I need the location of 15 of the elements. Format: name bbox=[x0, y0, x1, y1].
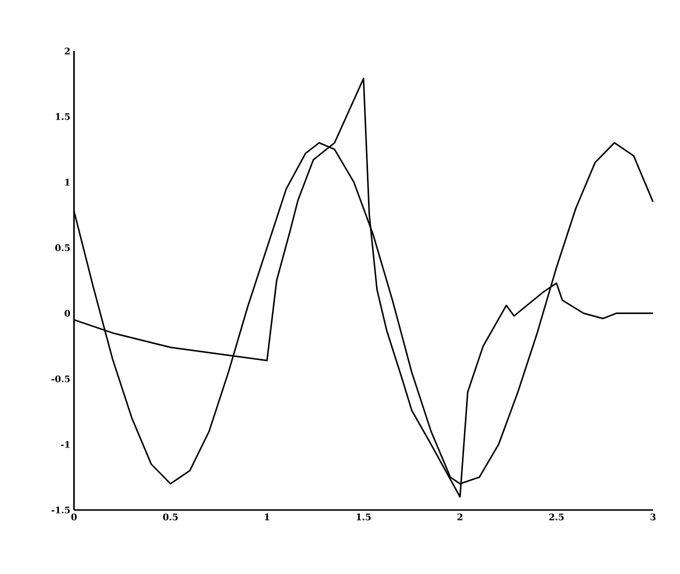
y-tick-label: 2 bbox=[64, 48, 70, 54]
y-tick-label: -1 bbox=[60, 441, 70, 448]
x-tick-label: 3 bbox=[650, 514, 656, 520]
x-tick-label: 1 bbox=[264, 514, 270, 520]
x-tick-label: 1.5 bbox=[356, 514, 371, 520]
x-tick-label: 2.5 bbox=[549, 514, 564, 520]
y-tick-label: -1.5 bbox=[52, 506, 70, 514]
y-tick-label: -0.5 bbox=[52, 375, 70, 382]
x-tick-label: 0.5 bbox=[163, 514, 178, 520]
y-tick-label: 1 bbox=[65, 178, 70, 186]
x-tick-label: 2 bbox=[457, 514, 462, 520]
x-tick-label: 0 bbox=[71, 514, 77, 520]
y-tick-label: 1.5 bbox=[56, 113, 70, 120]
y-tick-label: 0 bbox=[64, 310, 70, 317]
y-tick-label: 0.5 bbox=[55, 244, 70, 252]
